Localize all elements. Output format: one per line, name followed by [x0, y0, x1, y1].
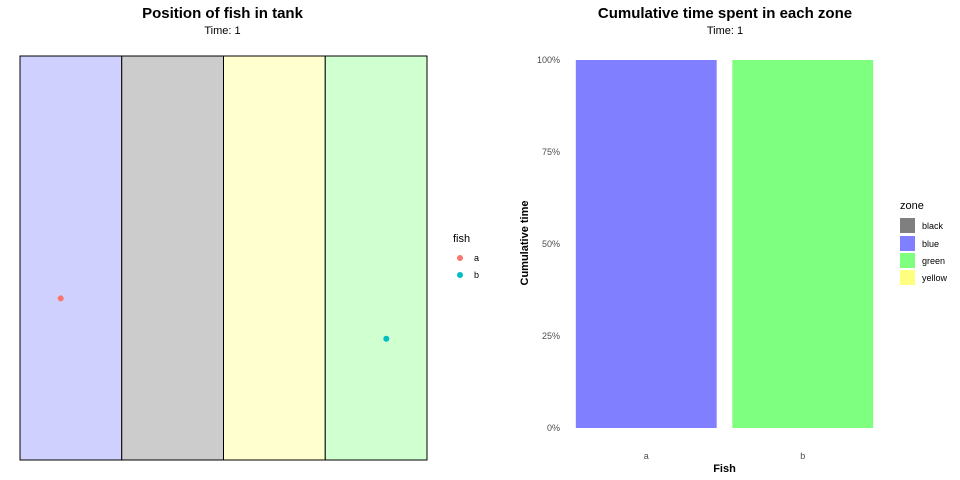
- chart-subtitle: Time: 1: [706, 25, 744, 37]
- y-tick-label: 0%: [547, 423, 560, 433]
- zone-legend-title: zone: [900, 200, 924, 212]
- y-tick-label: 25%: [542, 331, 560, 341]
- chart-subtitle: Time: 1: [204, 25, 241, 37]
- fish-point-b: [383, 335, 390, 342]
- zone-yellow: [223, 55, 326, 461]
- legend-label-b: b: [474, 270, 480, 280]
- x-tick-label: a: [644, 451, 649, 461]
- chart-title: Position of fish in tank: [142, 5, 303, 22]
- legend-dot-b: [457, 272, 463, 278]
- fish-legend-title: fish: [453, 233, 471, 245]
- chart-title: Cumulative time spent in each zone: [597, 5, 853, 22]
- y-axis-title: Cumulative time: [519, 201, 531, 286]
- legend-swatch-black: [900, 218, 915, 233]
- fish-point-a: [57, 295, 64, 302]
- legend-dot-a: [457, 255, 463, 261]
- cumulative-time-chart: Cumulative time spent in each zone Time:…: [480, 0, 960, 480]
- legend-swatch-green: [900, 253, 915, 268]
- zone-green: [324, 55, 428, 461]
- zone-blue: [19, 55, 123, 461]
- y-tick-label: 75%: [542, 147, 560, 157]
- legend-label-blue: blue: [922, 239, 940, 249]
- fish-position-chart: Position of fish in tank Time: 1 fish a …: [19, 5, 480, 461]
- bar-a: [575, 60, 717, 428]
- legend-swatch-yellow: [900, 270, 915, 285]
- tank-plot: [19, 55, 428, 461]
- zone-black: [121, 55, 224, 461]
- x-tick-label: b: [800, 451, 805, 461]
- legend-label-black: black: [922, 221, 944, 231]
- legend-label-a: a: [474, 253, 480, 263]
- y-tick-label: 50%: [542, 239, 560, 249]
- legend-label-yellow: yellow: [922, 273, 948, 283]
- y-tick-label: 100%: [537, 55, 560, 65]
- legend-swatch-blue: [900, 236, 915, 251]
- bar-b: [732, 60, 874, 428]
- bar-plot: 0% 25% 50% 75% 100% a b Fish Cumulative time: [519, 55, 874, 475]
- x-axis-title: Fish: [713, 463, 736, 475]
- legend-label-green: green: [922, 256, 946, 266]
